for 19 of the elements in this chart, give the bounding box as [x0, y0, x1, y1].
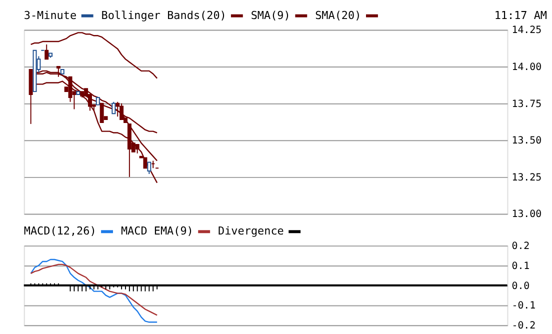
legend-label: MACD(12,26): [24, 224, 96, 238]
legend-label: Divergence: [218, 224, 284, 238]
y-tick-label: 0.2: [512, 241, 530, 252]
legend-label: SMA(9): [250, 8, 290, 22]
text: 11:17 AM: [494, 8, 548, 22]
y-tick-label: 13.50: [512, 136, 542, 147]
y-tick-label: 0.0: [512, 280, 530, 292]
y-tick-label: -0.2: [512, 320, 536, 332]
y-tick-label: 0.1: [512, 260, 530, 272]
y-tick-label: 14.00: [512, 62, 542, 74]
y-tick-label: 14.25: [512, 25, 542, 36]
y-tick-label: 13.75: [512, 98, 542, 110]
legend-label: Bollinger Bands(20): [101, 8, 226, 22]
legend-label: 3-Minute: [24, 8, 77, 22]
y-tick-label: -0.1: [512, 300, 536, 312]
y-tick-label: 13.00: [512, 209, 542, 220]
y-tick-label: 13.25: [512, 172, 542, 184]
legend-label: MACD EMA(9): [120, 224, 194, 238]
legend-label: SMA(20): [315, 8, 362, 22]
